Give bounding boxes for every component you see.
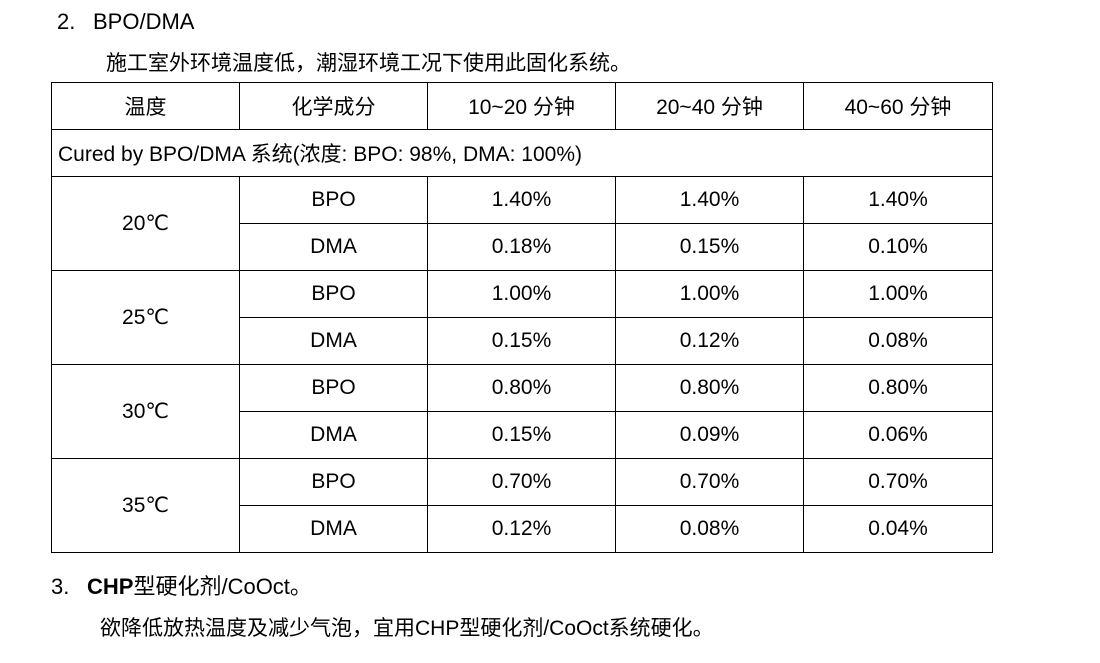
temperature-cell: 25℃: [51, 270, 240, 365]
value-cell: 0.04%: [803, 505, 993, 553]
table-row: DMA 0.15% 0.09% 0.06%: [52, 411, 993, 459]
value-cell: 0.12%: [615, 317, 804, 365]
component-cell: DMA: [239, 411, 428, 459]
table-note-row: Cured by BPO/DMA 系统(浓度: BPO: 98%, DMA: 1…: [51, 129, 993, 177]
temperature-cell: 30℃: [51, 364, 240, 459]
value-cell: 1.00%: [615, 270, 804, 318]
section-3-heading: 3. CHP型硬化剂/CoOct。: [51, 573, 312, 601]
section-2-number: 2.: [57, 9, 76, 34]
value-cell: 0.70%: [803, 458, 993, 506]
header-component: 化学成分: [239, 82, 428, 130]
component-cell: DMA: [239, 317, 428, 365]
value-cell: 0.08%: [615, 505, 804, 553]
value-cell: 1.40%: [803, 176, 993, 224]
value-cell: 0.80%: [803, 364, 993, 412]
temperature-cell: 20℃: [51, 176, 240, 271]
table-row: 30℃ BPO 0.80% 0.80% 0.80%: [51, 364, 993, 459]
table-row: DMA 0.18% 0.15% 0.10%: [52, 223, 993, 271]
value-cell: 0.80%: [427, 364, 616, 412]
component-cell: BPO: [239, 364, 428, 412]
section-2-heading: 2. BPO/DMA: [57, 8, 194, 36]
value-cell: 0.06%: [803, 411, 993, 459]
value-cell: 1.40%: [427, 176, 616, 224]
value-cell: 0.80%: [615, 364, 804, 412]
table-row: DMA 0.15% 0.12% 0.08%: [52, 317, 993, 365]
section-2-description: 施工室外环境温度低，潮湿环境工况下使用此固化系统。: [106, 52, 631, 75]
table-row: DMA 0.12% 0.08% 0.04%: [52, 505, 993, 553]
component-cell: BPO: [239, 458, 428, 506]
value-cell: 0.09%: [615, 411, 804, 459]
component-cell: BPO: [239, 270, 428, 318]
section-3-number: 3.: [51, 574, 70, 599]
value-cell: 0.12%: [427, 505, 616, 553]
value-cell: 1.00%: [803, 270, 993, 318]
value-cell: 0.18%: [427, 223, 616, 271]
value-cell: 1.40%: [615, 176, 804, 224]
header-10-20-min: 10~20 分钟: [427, 82, 616, 130]
header-temperature: 温度: [51, 82, 240, 130]
value-cell: 1.00%: [427, 270, 616, 318]
table-header-row: 温度 化学成分 10~20 分钟 20~40 分钟 40~60 分钟: [51, 82, 993, 130]
section-3-description: 欲降低放热温度及减少气泡，宜用CHP型硬化剂/CoOct系统硬化。: [100, 617, 714, 640]
value-cell: 0.15%: [427, 411, 616, 459]
value-cell: 0.08%: [803, 317, 993, 365]
component-cell: BPO: [239, 176, 428, 224]
value-cell: 0.15%: [615, 223, 804, 271]
component-cell: DMA: [239, 505, 428, 553]
table-row: 25℃ BPO 1.00% 1.00% 1.00%: [51, 270, 993, 365]
table-row: 20℃ BPO 1.40% 1.40% 1.40%: [51, 176, 993, 271]
value-cell: 0.15%: [427, 317, 616, 365]
table-note: Cured by BPO/DMA 系统(浓度: BPO: 98%, DMA: 1…: [51, 129, 993, 177]
curing-ratio-table: 温度 化学成分 10~20 分钟 20~40 分钟 40~60 分钟 Cured…: [51, 82, 993, 553]
header-20-40-min: 20~40 分钟: [615, 82, 804, 130]
section-3-title-bold: CHP: [87, 574, 134, 599]
table-row: 35℃ BPO 0.70% 0.70% 0.70%: [51, 458, 993, 553]
value-cell: 0.70%: [427, 458, 616, 506]
temperature-cell: 35℃: [51, 458, 240, 553]
header-40-60-min: 40~60 分钟: [803, 82, 993, 130]
section-3-title-rest: 型硬化剂/CoOct。: [133, 574, 312, 599]
component-cell: DMA: [239, 223, 428, 271]
section-2-title: BPO/DMA: [93, 9, 195, 34]
value-cell: 0.10%: [803, 223, 993, 271]
value-cell: 0.70%: [615, 458, 804, 506]
